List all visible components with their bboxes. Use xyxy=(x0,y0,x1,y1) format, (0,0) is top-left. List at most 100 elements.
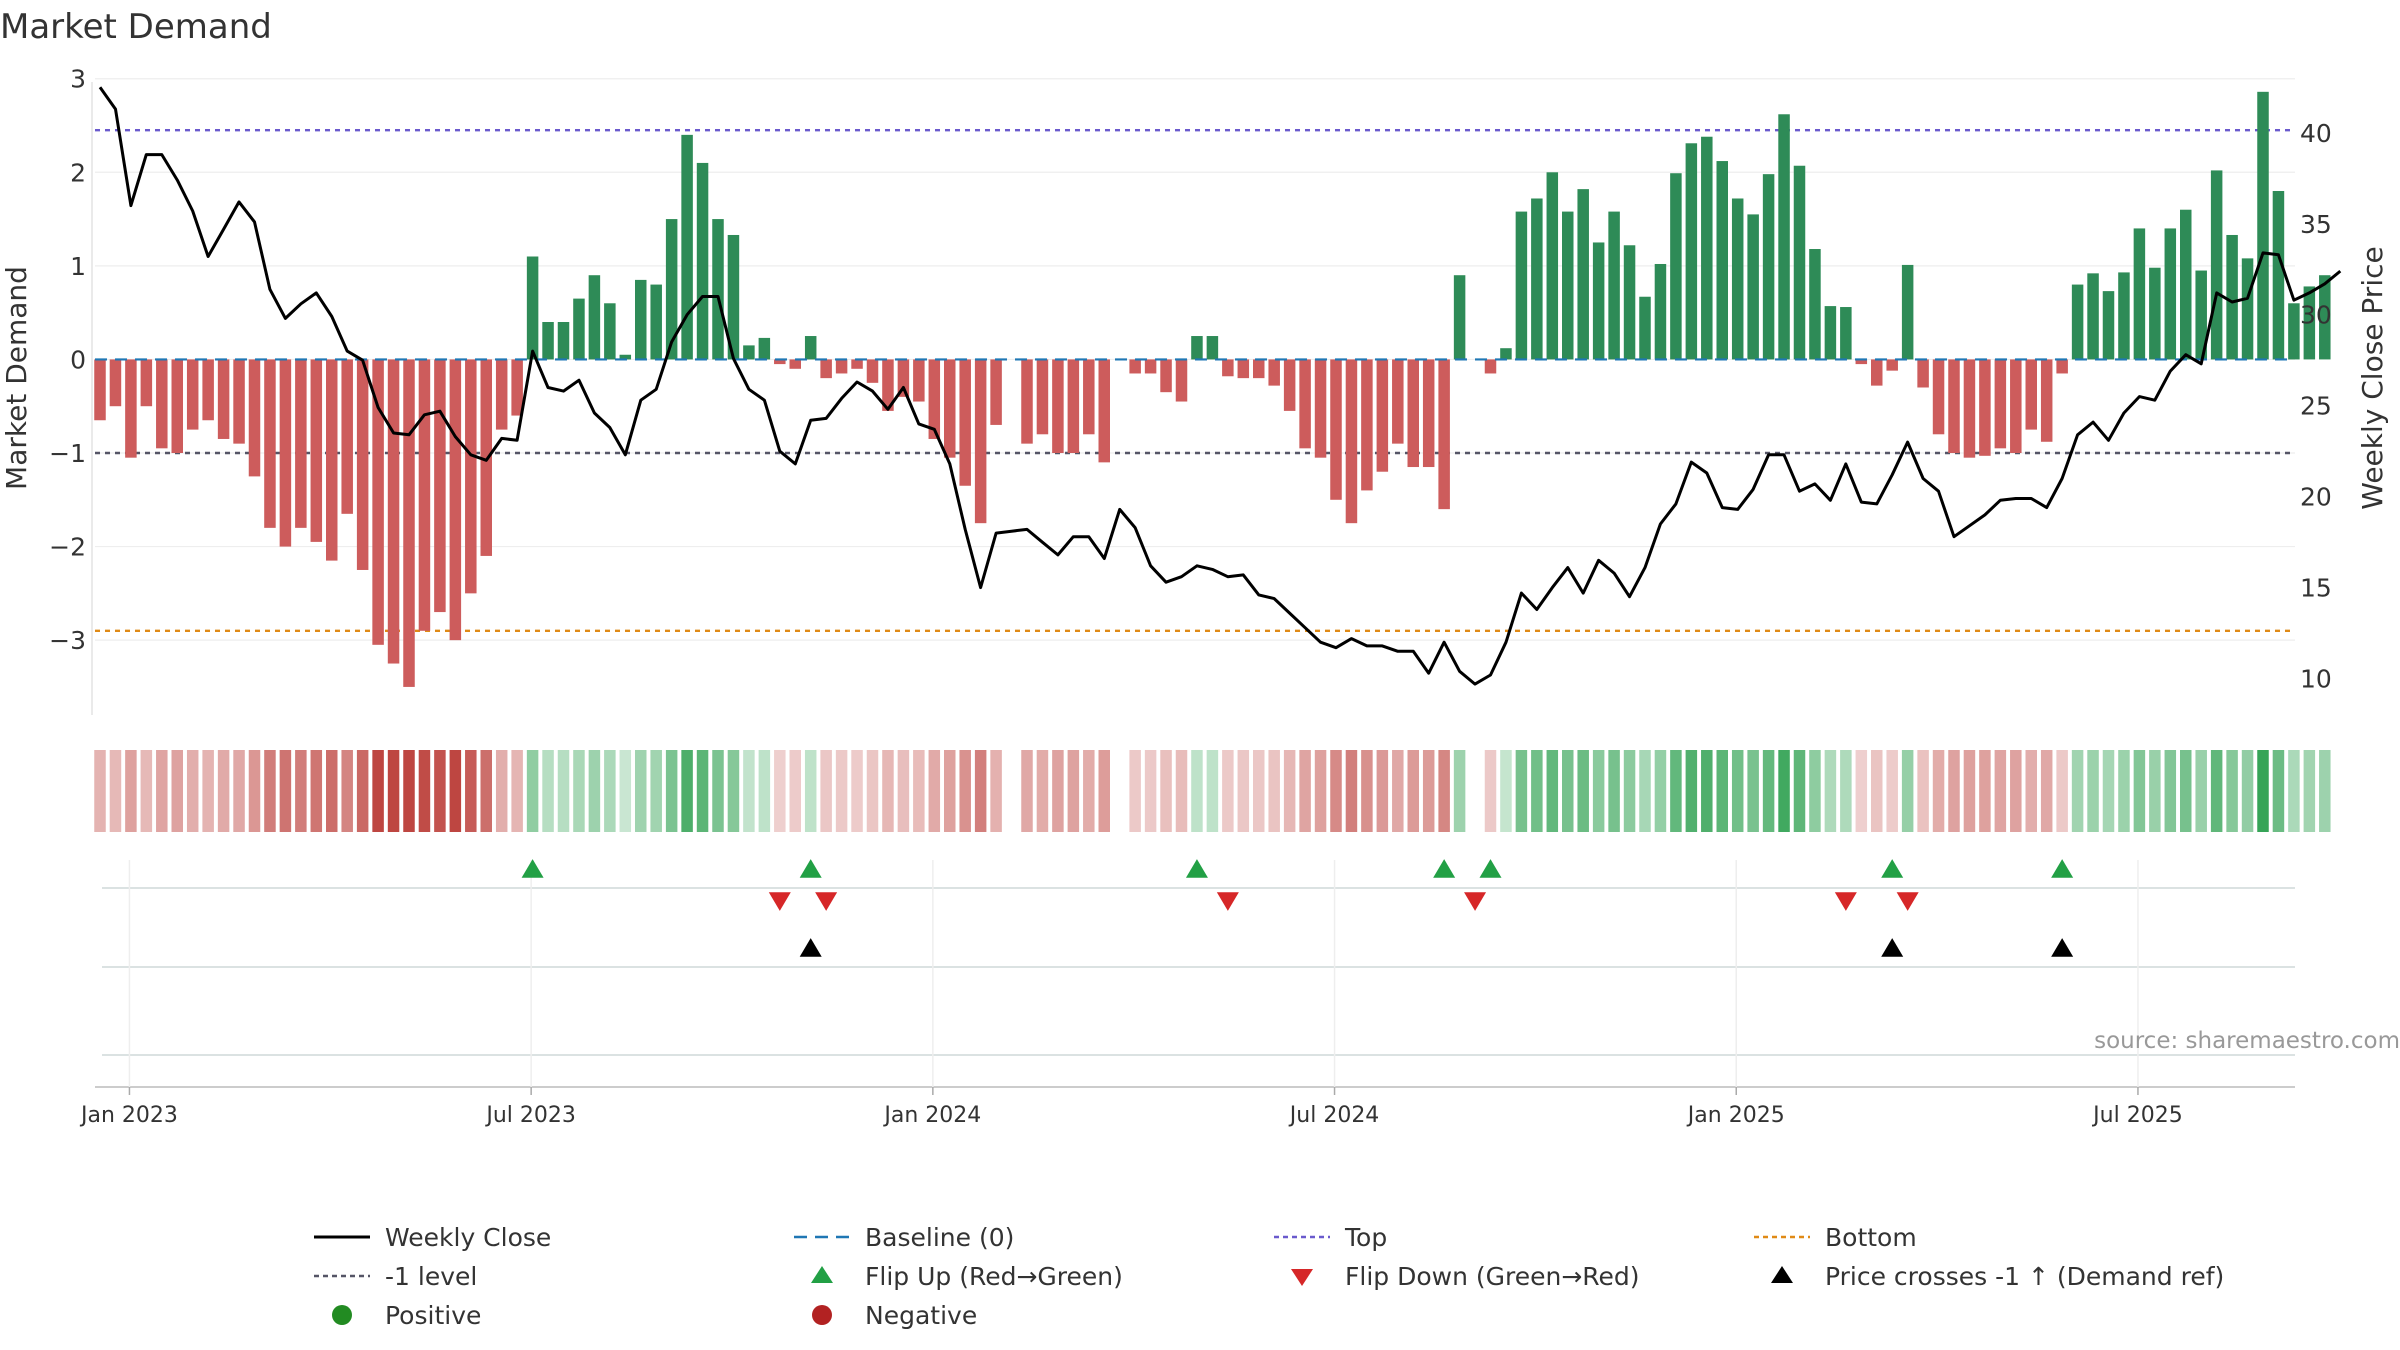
demand-bar-positive xyxy=(650,284,662,360)
heat-cell xyxy=(1253,750,1265,832)
heat-cell xyxy=(1701,750,1713,832)
legend-label: Weekly Close xyxy=(385,1223,551,1252)
heat-cell xyxy=(1932,750,1945,832)
heat-cell xyxy=(1577,750,1589,832)
heat-cell xyxy=(1222,750,1234,832)
heat-cell xyxy=(743,750,755,832)
heat-cell xyxy=(604,750,616,832)
heat-cell xyxy=(2257,750,2269,832)
demand-bar-negative xyxy=(866,359,879,383)
heat-cell xyxy=(1407,750,1419,832)
demand-bar-negative xyxy=(511,359,523,416)
legend-swatch-negative xyxy=(812,1305,832,1325)
heat-cell xyxy=(804,750,817,832)
heat-cell xyxy=(928,750,941,832)
demand-bar-positive xyxy=(1809,249,1821,360)
price-cross-marker xyxy=(799,938,822,957)
heat-cell xyxy=(1129,750,1141,832)
demand-bar-positive xyxy=(1778,114,1790,360)
demand-bar-positive xyxy=(2180,209,2192,360)
demand-bar-negative xyxy=(202,359,214,421)
demand-bar-negative xyxy=(310,359,323,542)
legend-item-flipdown: Flip Down (Green→Red) xyxy=(1291,1262,1640,1291)
demand-bar-negative xyxy=(2040,359,2053,442)
flip-down-marker xyxy=(815,892,838,911)
flip-up-marker xyxy=(799,859,822,878)
demand-bar-positive xyxy=(619,354,632,360)
heat-cell xyxy=(156,750,168,832)
demand-bar-negative xyxy=(1422,359,1435,468)
heat-cell xyxy=(1345,750,1358,832)
heat-cell xyxy=(1562,750,1574,832)
heat-cell xyxy=(1639,750,1651,832)
demand-bar-positive xyxy=(1500,348,1512,360)
heat-cell xyxy=(1948,750,1960,832)
heat-cell xyxy=(1623,750,1636,832)
demand-bar-negative xyxy=(387,359,400,664)
flip-up-marker xyxy=(1881,859,1904,878)
demand-bar-negative xyxy=(449,359,462,641)
x-tick-label: Jan 2025 xyxy=(1686,1103,1785,1128)
demand-bar-positive xyxy=(2257,91,2269,360)
heat-cell xyxy=(542,750,554,832)
demand-bar-positive xyxy=(681,134,693,360)
heat-cell xyxy=(1191,750,1203,832)
heat-cell xyxy=(1670,750,1682,832)
heat-cell xyxy=(186,750,199,832)
demand-bar-negative xyxy=(2010,359,2022,453)
heat-cell xyxy=(557,750,570,832)
heat-cell xyxy=(835,750,848,832)
demand-bar-negative xyxy=(1361,359,1373,491)
demand-bar-positive xyxy=(1206,336,1219,360)
legend-item-cross: Price crosses -1 ↑ (Demand ref) xyxy=(1771,1262,2224,1291)
demand-bar-negative xyxy=(1407,359,1419,468)
demand-bar-negative xyxy=(1021,359,1033,444)
demand-bar-positive xyxy=(743,345,755,360)
flip-up-marker xyxy=(1433,859,1456,878)
demand-bar-positive xyxy=(1731,198,1744,360)
legend: Weekly Close Baseline (0) Top Bottom -1 leve… xyxy=(314,1223,2224,1330)
heat-cell xyxy=(264,750,276,832)
demand-bar-positive xyxy=(2319,275,2331,360)
demand-bar-positive xyxy=(1654,263,1667,360)
legend-label: Bottom xyxy=(1825,1223,1917,1252)
demand-bar-negative xyxy=(1314,359,1327,458)
heat-cell xyxy=(2288,750,2300,832)
heat-cell xyxy=(2056,750,2068,832)
demand-bar-negative xyxy=(944,359,956,458)
heat-cell xyxy=(526,750,539,832)
demand-bar-negative xyxy=(186,359,199,430)
heat-cell xyxy=(712,750,724,832)
demand-bar-negative xyxy=(341,359,353,514)
heat-cell xyxy=(1206,750,1219,832)
heat-cell xyxy=(2272,750,2285,832)
heat-cell xyxy=(434,750,446,832)
heat-cell xyxy=(387,750,400,832)
demand-bar-positive xyxy=(2071,284,2084,360)
legend-item-top: Top xyxy=(1274,1223,1387,1252)
demand-bar-negative xyxy=(1994,359,2007,449)
demand-bar-negative xyxy=(1237,359,1250,379)
flip-down-marker xyxy=(1216,892,1239,911)
demand-bar-negative xyxy=(1253,359,1265,379)
heat-cell xyxy=(619,750,632,832)
heat-cell xyxy=(248,750,261,832)
heat-cell xyxy=(372,750,384,832)
price-cross-marker xyxy=(2051,938,2074,957)
heat-cell xyxy=(635,750,647,832)
heat-cell xyxy=(1314,750,1327,832)
demand-bar-positive xyxy=(2288,303,2300,360)
demand-bar-positive xyxy=(635,279,647,360)
heat-cell xyxy=(310,750,323,832)
legend-swatch-flip-down xyxy=(1291,1269,1313,1286)
heat-cell xyxy=(2241,750,2254,832)
heat-cell xyxy=(2010,750,2022,832)
demand-bar-negative xyxy=(233,359,245,444)
demand-bar-positive xyxy=(1716,161,1728,360)
demand-bar-positive xyxy=(2272,191,2285,360)
flip-down-marker xyxy=(1464,892,1487,911)
heat-cell xyxy=(495,750,508,832)
heat-cell xyxy=(2303,750,2316,832)
heat-cell xyxy=(1392,750,1404,832)
heat-cell xyxy=(279,750,292,832)
